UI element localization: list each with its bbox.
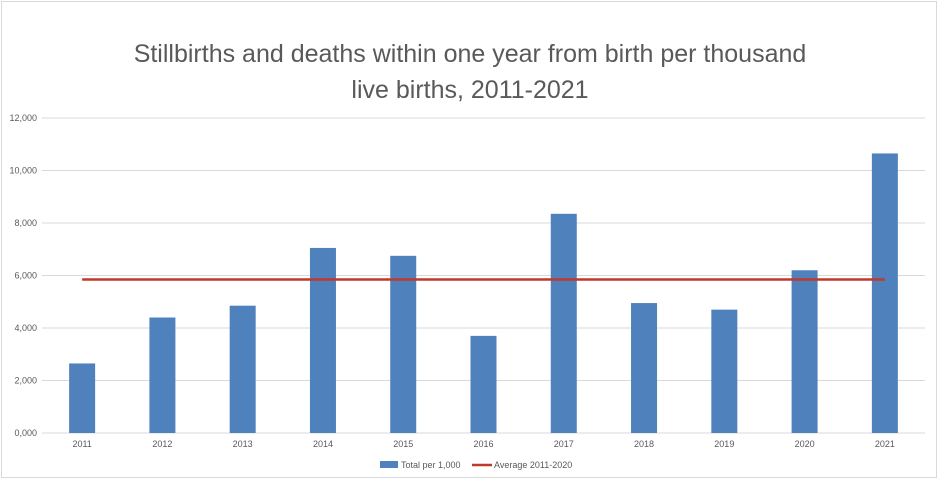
- y-tick-label: 2,000: [14, 376, 37, 386]
- x-tick-label: 2016: [473, 439, 493, 449]
- x-tick-label: 2013: [233, 439, 253, 449]
- x-tick-label: 2011: [72, 439, 91, 449]
- bar: [390, 255, 417, 433]
- bar: [550, 213, 577, 433]
- bar: [149, 317, 176, 433]
- x-tick-label: 2018: [634, 439, 654, 449]
- x-tick-label: 2019: [714, 439, 734, 449]
- y-tick-label: 0,000: [14, 428, 37, 438]
- y-tick-label: 8,000: [14, 218, 37, 228]
- bar: [871, 153, 898, 433]
- x-tick-label: 2012: [152, 439, 172, 449]
- y-tick-label: 10,000: [9, 166, 37, 176]
- bar: [229, 305, 256, 433]
- legend-swatch-bar: [380, 461, 398, 468]
- bar: [309, 247, 336, 433]
- bar: [470, 335, 497, 433]
- bar: [791, 270, 818, 433]
- x-tick-label: 2014: [313, 439, 333, 449]
- legend-label-bar: Total per 1,000: [401, 460, 461, 470]
- y-tick-label: 4,000: [14, 323, 37, 333]
- x-tick-label: 2020: [795, 439, 815, 449]
- x-tick-label: 2015: [393, 439, 413, 449]
- x-tick-label: 2021: [875, 439, 895, 449]
- legend-label-line: Average 2011-2020: [494, 460, 572, 470]
- y-tick-label: 12,000: [9, 113, 37, 123]
- bar: [69, 363, 96, 433]
- chart-title: Stillbirths and deaths within one year f…: [0, 36, 940, 108]
- chart-title-line-2: live births, 2011-2021: [351, 76, 589, 104]
- bar: [631, 303, 658, 433]
- chart-title-line-1: Stillbirths and deaths within one year f…: [133, 40, 807, 68]
- y-tick-label: 6,000: [14, 271, 37, 281]
- bar: [711, 309, 738, 433]
- x-tick-label: 2017: [554, 439, 574, 449]
